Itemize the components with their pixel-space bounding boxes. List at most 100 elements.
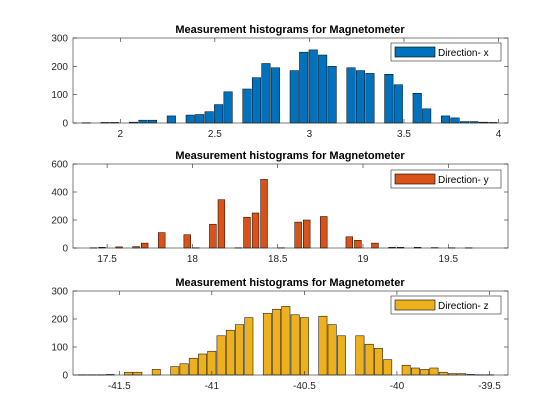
histogram-bar: [185, 114, 195, 124]
histogram-bar: [251, 212, 260, 249]
histogram-bar: [450, 117, 460, 124]
histogram-bar: [217, 199, 226, 249]
histogram-bar: [166, 115, 176, 124]
legend-swatch: [394, 46, 436, 58]
histogram-bar: [336, 335, 346, 376]
histogram-bar: [364, 343, 374, 376]
y-tick-label: 0: [62, 119, 68, 130]
histogram-bar: [438, 371, 448, 376]
histogram-bar: [371, 242, 379, 249]
axes-frame: [72, 290, 509, 376]
x-tick-label: -41.5: [108, 381, 131, 392]
x-tick-label: -40.5: [293, 381, 316, 392]
histogram-bar: [346, 67, 356, 124]
x-tick-label: 19.5: [439, 254, 459, 265]
x-tick-label: 2.5: [208, 129, 222, 140]
histogram-bar: [262, 313, 272, 376]
y-tick-label: 300: [51, 34, 68, 45]
y-tick-label: 400: [51, 188, 68, 199]
subplot-direction-x: Measurement histograms for Magnetometer …: [51, 24, 509, 140]
histogram-bar: [303, 219, 311, 249]
y-tick-label: 200: [51, 315, 68, 326]
histogram-bar: [158, 232, 166, 249]
histogram-bar: [133, 371, 143, 376]
histogram-bar: [365, 73, 375, 124]
legend: Direction- x: [390, 42, 502, 62]
histogram-bar: [140, 242, 149, 249]
y-tick-label: 0: [62, 371, 68, 382]
y-tick-label: 300: [51, 287, 68, 298]
histogram-bar: [393, 84, 403, 124]
histogram-bar: [327, 324, 337, 376]
y-tick-label: 100: [51, 90, 68, 101]
histogram-bar: [244, 317, 254, 376]
subplot-title: Measurement histograms for Magnetometer: [175, 24, 405, 36]
histogram-bar: [289, 70, 299, 124]
histogram-bar: [198, 353, 207, 376]
histogram-bar: [195, 114, 205, 124]
x-tick-label: 19: [357, 254, 369, 265]
legend-swatch: [394, 173, 436, 185]
histogram-bar: [318, 315, 328, 376]
histogram-bar: [441, 115, 451, 124]
histogram-bar: [294, 221, 302, 249]
x-tick-label: 2: [118, 129, 124, 140]
y-tick-label: 200: [51, 62, 68, 73]
histogram-bar: [179, 363, 189, 376]
legend-swatch: [394, 299, 436, 311]
histogram-bar: [188, 357, 198, 376]
histogram-bar: [355, 70, 365, 124]
histogram-bar: [290, 314, 300, 376]
x-tick-label: 3: [307, 129, 313, 140]
subplot-direction-z: Measurement histograms for Magnetometer …: [51, 277, 509, 392]
histogram-bar: [170, 366, 180, 376]
histogram-bar: [401, 364, 411, 376]
axes-frame: [72, 163, 509, 249]
histogram-bar: [299, 317, 309, 376]
x-tick-label: -40: [390, 381, 405, 392]
legend-label: Direction- z: [438, 301, 489, 312]
histogram-bar: [223, 91, 233, 124]
y-tick-label: 200: [51, 216, 68, 227]
histogram-bar: [209, 223, 217, 249]
histogram-bar: [204, 111, 214, 124]
histogram-bar: [272, 308, 282, 376]
histogram-bar: [354, 240, 362, 249]
histogram-bar: [270, 67, 280, 124]
subplot-direction-y: Measurement histograms for Magnetometer …: [51, 150, 509, 265]
x-tick-label: 3.5: [397, 129, 411, 140]
y-tick-label: 600: [51, 160, 68, 171]
histogram-bar: [355, 335, 365, 376]
histogram-bar: [374, 348, 383, 376]
histogram-bar: [281, 306, 291, 376]
legend: Direction- y: [390, 169, 502, 189]
histogram-bar: [242, 88, 252, 124]
histogram-bar: [412, 93, 422, 124]
histogram-bar: [151, 369, 161, 376]
subplot-title: Measurement histograms for Magnetometer: [175, 277, 405, 289]
histogram-bar: [214, 104, 224, 124]
histogram-bar: [420, 369, 430, 376]
histogram-bar: [124, 371, 133, 376]
histogram-bar: [411, 367, 420, 376]
x-tick-label: -39.5: [478, 381, 501, 392]
axes-frame: [72, 37, 509, 124]
y-tick-label: 0: [62, 244, 68, 255]
legend-label: Direction- x: [438, 48, 489, 59]
histogram-bar: [183, 234, 191, 249]
legend-label: Direction- y: [438, 175, 489, 186]
y-tick-label: 100: [51, 343, 68, 354]
histogram-bar: [243, 216, 251, 249]
histogram-bar: [261, 63, 271, 124]
legend: Direction- z: [390, 295, 502, 315]
subplot-title: Measurement histograms for Magnetometer: [175, 150, 405, 162]
histogram-bar: [327, 66, 337, 124]
x-tick-label: 4: [496, 129, 502, 140]
histogram-bar: [345, 236, 354, 249]
histogram-bar: [320, 216, 328, 249]
histogram-bar: [251, 77, 261, 124]
histogram-bar: [235, 324, 245, 376]
histogram-bar: [318, 54, 328, 124]
histogram-bar: [299, 51, 309, 124]
